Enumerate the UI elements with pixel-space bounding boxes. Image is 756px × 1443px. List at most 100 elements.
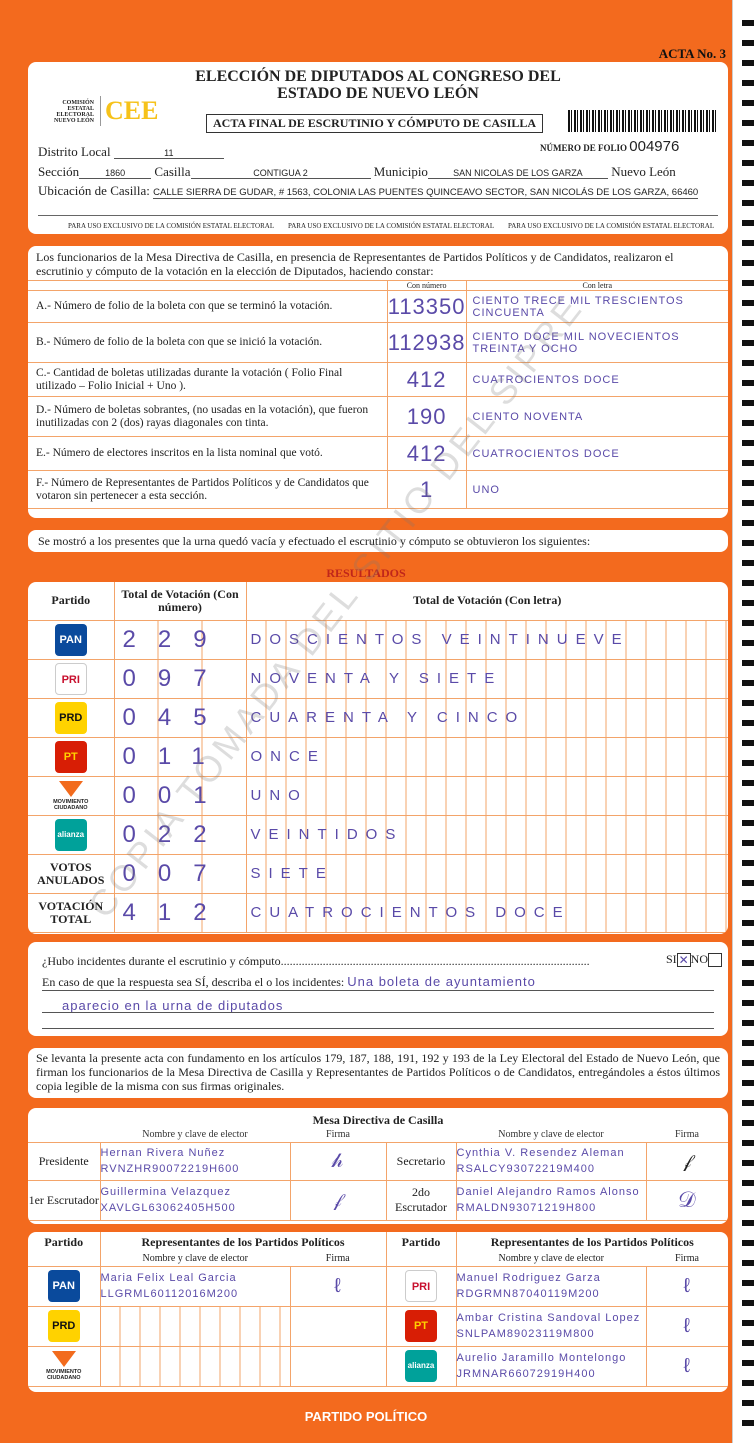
conteo-intro: Los funcionarios de la Mesa Directiva de… xyxy=(36,250,674,278)
seccion-value: 1860 xyxy=(79,168,152,179)
presidente-name: Hernan Rivera Nuñez xyxy=(100,1147,226,1159)
barcode xyxy=(568,110,716,132)
resultado-row: PRD 045 CUARENTA Y CINCO xyxy=(28,697,728,738)
rep-col-partido-1: Partido xyxy=(28,1232,101,1252)
rep-col-partido-2: Partido xyxy=(385,1232,457,1252)
representante-signature: ℓ xyxy=(645,1265,728,1307)
secretario-clave: RSALCY93072219M400 xyxy=(456,1163,595,1175)
resultados-title: RESULTADOS xyxy=(326,566,406,580)
representante-signature: ℓ xyxy=(645,1345,728,1387)
rep-title-1: Representantes de los Partidos Políticos xyxy=(141,1234,345,1249)
rep-col-nombre-2: Nombre y clave de elector xyxy=(455,1252,646,1267)
presidente-clave: RVNZHR90072219H600 xyxy=(100,1163,240,1175)
pan-logo-icon: PAN xyxy=(54,623,87,656)
secretario-label: Secretario xyxy=(385,1141,457,1181)
representante-signature xyxy=(289,1305,387,1347)
si-checkbox[interactable]: ✕ xyxy=(676,953,691,968)
party-label: VOTOS ANULADOS xyxy=(28,853,115,894)
eagle-icon xyxy=(58,780,83,797)
votos-letra: CUARENTA Y CINCO xyxy=(245,697,728,738)
col-total-numero: Total de Votación (Con número) xyxy=(113,582,247,621)
col-total-letra: Total de Votación (Con letra) xyxy=(245,582,728,621)
incidentes-panel: ¿Hubo incidentes durante el escrutinio y… xyxy=(28,942,728,1036)
conteo-numero: 113350 xyxy=(386,290,467,323)
distrito-label: Distrito Local xyxy=(38,144,111,159)
representante-signature: ℓ xyxy=(645,1305,728,1347)
conteo-numero: 112938 xyxy=(386,322,467,363)
votos-letra: CUATROCIENTOS DOCE xyxy=(245,892,728,933)
representante-clave: LLGRML60112016M200 xyxy=(100,1288,239,1300)
incidentes-question: ¿Hubo incidentes durante el escrutinio y… xyxy=(42,954,281,968)
no-checkbox[interactable] xyxy=(708,953,723,968)
title-line-1: ELECCIÓN DE DIPUTADOS AL CONGRESO DEL xyxy=(195,68,561,85)
incidentes-line-2: aparecio en la urna de diputados xyxy=(62,998,284,1013)
escrutador2-signature: 𝒟 xyxy=(645,1179,728,1221)
votos-numero: 007 xyxy=(113,853,247,894)
pri-logo-icon: PRI xyxy=(54,662,87,695)
conteo-letra: CIENTO TRECE MIL TRESCIENTOS CINCUENTA xyxy=(465,290,728,323)
perforation-strip xyxy=(732,0,756,1443)
rep-col-firma-2: Firma xyxy=(675,1253,699,1265)
votos-letra: DOSCIENTOS VEINTINUEVE xyxy=(245,619,728,660)
statement: Se mostró a los presentes que la urna qu… xyxy=(28,530,728,552)
resultado-row: VOTOS ANULADOS 007 SIETE xyxy=(28,853,728,894)
conteo-letra: CUATROCIENTOS DOCE xyxy=(465,362,728,397)
conteo-numero: 412 xyxy=(386,362,467,397)
representante-clave: SNLPAM89023119M800 xyxy=(456,1328,595,1340)
conteo-letra: CIENTO DOCE MIL NOVECIENTOS TREINTA Y OC… xyxy=(465,322,728,363)
representante-name: Maria Felix Leal Garcia xyxy=(100,1272,237,1284)
pri-logo-icon: PRI xyxy=(405,1270,437,1302)
conteo-label: D.- Número de boletas sobrantes, (no usa… xyxy=(28,396,388,437)
conteo-letra: CUATROCIENTOS DOCE xyxy=(465,436,728,471)
representante-signature xyxy=(289,1345,387,1387)
escrutador2-label: 2do Escrutador xyxy=(385,1179,457,1221)
escrutador1-clave: XAVLGL63062405H500 xyxy=(100,1202,236,1214)
representante-name: Aurelio Jaramillo Montelongo xyxy=(456,1352,627,1364)
incidentes-describe-label: En caso de que la respuesta sea SÍ, desc… xyxy=(42,975,345,989)
conteo-letra: UNO xyxy=(465,470,728,509)
secretario-signature: 𝒻 xyxy=(645,1141,728,1181)
pan-logo-icon: PAN xyxy=(47,1270,80,1302)
representante-name: Ambar Cristina Sandoval Lopez xyxy=(456,1312,641,1324)
casilla-label: Casilla xyxy=(154,164,191,179)
estado: Nuevo León xyxy=(611,164,676,179)
resultado-row: PT 011 ONCE xyxy=(28,736,728,777)
presidente-signature: 𝒽 xyxy=(289,1141,387,1181)
conteo-row: C.- Cantidad de boletas utilizadas duran… xyxy=(28,362,728,397)
votos-numero: 011 xyxy=(113,736,247,777)
si-label: SI xyxy=(666,952,677,966)
conteo-table: Con número Con letra A.- Número de folio … xyxy=(28,280,728,509)
conteo-row: E.- Número de electores inscritos en la … xyxy=(28,436,728,471)
col-con-letra: Con letra xyxy=(465,280,728,291)
votos-numero: 001 xyxy=(113,775,247,816)
secretario-name: Cynthia V. Resendez Aleman xyxy=(456,1147,625,1159)
votos-numero: 412 xyxy=(113,892,247,933)
pt-logo-icon: PT xyxy=(54,740,87,773)
party-name: MOVIMIENTO CIUDADANO xyxy=(46,1369,82,1381)
cee-logo: CEE xyxy=(100,96,158,126)
representante-clave: RDGRMN87040119M200 xyxy=(456,1288,600,1300)
votos-numero: 229 xyxy=(113,619,247,660)
conteo-numero: 190 xyxy=(386,396,467,437)
presidente-label: Presidente xyxy=(28,1141,101,1181)
incidentes-line-1: Una boleta de ayuntamiento xyxy=(347,974,536,989)
ubicacion-value: CALLE SIERRA DE GUDAR, # 1563, COLONIA L… xyxy=(153,187,699,199)
acta-subtitle: ACTA FINAL DE ESCRUTINIO Y CÓMPUTO DE CA… xyxy=(206,114,544,133)
party-label: VOTACIÓN TOTAL xyxy=(28,892,115,933)
mesa-panel: Mesa Directiva de Casilla Nombre y clave… xyxy=(28,1108,728,1224)
col-con-numero: Con número xyxy=(386,280,467,291)
representante-row: PRD PT Ambar Cristina Sandoval Lopez SNLPAM… xyxy=(28,1305,728,1347)
votos-numero: 045 xyxy=(113,697,247,738)
conteo-label: E.- Número de electores inscritos en la … xyxy=(28,436,388,471)
representante-row: PAN Maria Felix Leal Garcia LLGRML60112016… xyxy=(28,1265,728,1307)
representante-name: Manuel Rodriguez Garza xyxy=(456,1272,601,1284)
mesa-col-firma-1: Firma xyxy=(326,1129,350,1141)
uso-exclusivo-2: PARA USO EXCLUSIVO DE LA COMISIÓN ESTATA… xyxy=(288,222,495,230)
resultado-row: VOTACIÓN TOTAL 412 CUATROCIENTOS DOCE xyxy=(28,892,728,933)
escrutador1-label: 1er Escrutador xyxy=(28,1179,101,1221)
footer-label: PARTIDO POLÍTICO xyxy=(304,1409,428,1424)
resultado-row: PAN 229 DOSCIENTOS VEINTINUEVE xyxy=(28,619,728,660)
pt-logo-icon: PT xyxy=(405,1310,437,1342)
conteo-label: C.- Cantidad de boletas utilizadas duran… xyxy=(28,362,388,397)
votos-letra: VEINTIDOS xyxy=(245,814,728,855)
